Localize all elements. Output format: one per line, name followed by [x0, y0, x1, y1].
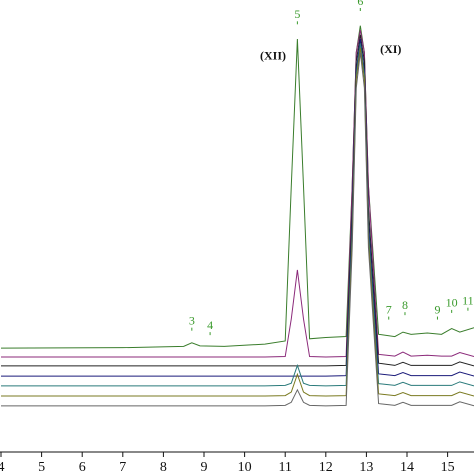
peak-label: 7 [386, 302, 392, 316]
trace-line [1, 34, 474, 367]
peak-label: 5 [294, 7, 300, 21]
trace-line [1, 47, 474, 397]
trace-line [1, 43, 474, 387]
x-tick-label: 10 [238, 460, 252, 474]
peak-label: 8 [402, 298, 408, 312]
trace-line [1, 52, 474, 407]
trace-line [1, 30, 474, 358]
peak-label: 6 [357, 0, 363, 8]
trace-line [1, 39, 474, 377]
x-tick-label: 13 [359, 460, 373, 474]
x-tick-label: 7 [119, 460, 126, 474]
annotation: (XI) [380, 42, 401, 56]
annotation: (XII) [260, 49, 286, 63]
x-tick-label: 14 [400, 460, 414, 474]
peak-label: 11 [462, 293, 474, 307]
x-tick-label: 9 [201, 460, 208, 474]
x-tick-label: 12 [319, 460, 333, 474]
x-tick-label: 4 [0, 460, 5, 474]
x-tick-label: 8 [160, 460, 167, 474]
x-tick-label: 5 [38, 460, 45, 474]
x-tick-label: 15 [441, 460, 455, 474]
peak-label: 10 [446, 296, 458, 310]
peak-label: 3 [189, 313, 195, 327]
peak-label: 4 [207, 318, 213, 332]
x-tick-label: 11 [278, 460, 291, 474]
x-tick-label: 6 [79, 460, 86, 474]
peak-label: 9 [434, 302, 440, 316]
